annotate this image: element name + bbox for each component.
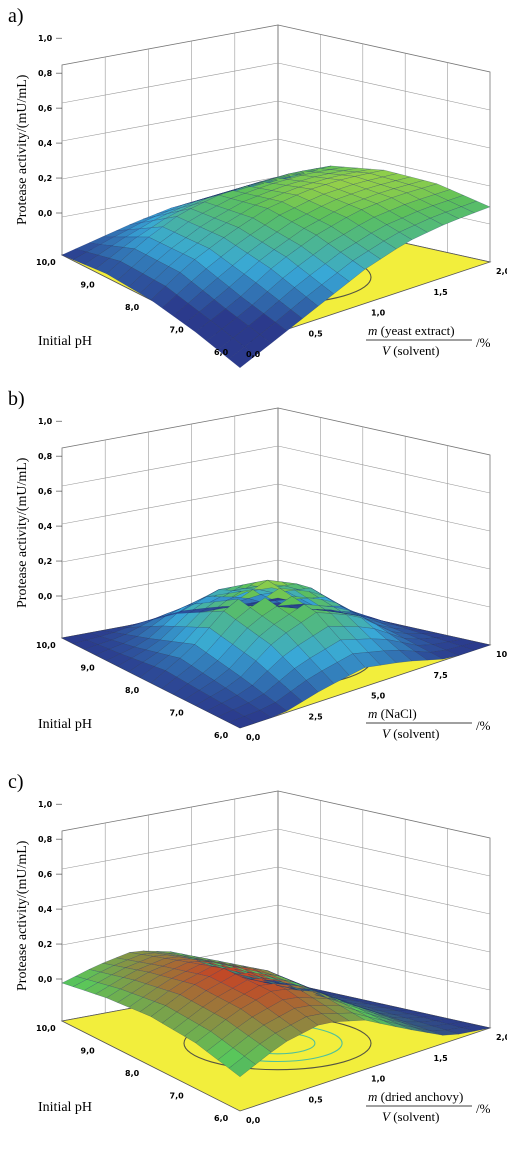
z-tick-label: 0,8 — [38, 452, 53, 461]
x-label-numerator: m (yeast extract) — [368, 323, 455, 338]
z-tick-label: 0,4 — [38, 522, 53, 531]
surface-plot-3: c) 1,0 0,8 0,6 0,4 0,2 0,0 Protease activity/(m… — [8, 771, 507, 1125]
surface-plot-1: a) 1,0 0,8 0,6 0,4 0,2 0,0 Protease activity/(m… — [8, 5, 507, 369]
z-tick-label: 0,0 — [38, 592, 53, 601]
x-label-denominator: V (solvent) — [382, 1109, 439, 1124]
z-tick-label: 0,0 — [38, 209, 53, 218]
x-label-unit: /% — [476, 718, 491, 733]
x-label-unit: /% — [476, 335, 491, 350]
ph-tick-label: 7,0 — [170, 326, 185, 335]
z-tick-label: 1,0 — [38, 34, 53, 43]
ph-axis-label: Initial pH — [38, 717, 92, 732]
x-tick-label: 1,0 — [371, 309, 386, 318]
x-tick-label: 0,5 — [309, 329, 324, 338]
surface-cell — [228, 1055, 256, 1078]
ph-axis-label: Initial pH — [38, 1100, 92, 1115]
response-surface — [61, 579, 491, 729]
surface-plot-2: b) 1,0 0,8 0,6 0,4 0,2 0,0 Protease activity/(m… — [8, 388, 507, 742]
ph-tick-label: 6,0 — [214, 731, 229, 740]
ph-tick-label: 9,0 — [81, 1047, 96, 1056]
x-label-denominator: V (solvent) — [382, 726, 439, 741]
x-tick-label: 1,5 — [434, 288, 449, 297]
ph-tick-label: 10,0 — [36, 1024, 56, 1033]
surface-cell — [228, 716, 257, 729]
response-surface — [61, 165, 491, 369]
ph-tick-label: 10,0 — [36, 641, 56, 650]
x-label-numerator: m (NaCl) — [368, 706, 417, 721]
z-tick-label: 0,8 — [38, 835, 53, 844]
panel-label: b) — [8, 388, 25, 410]
x-tick-label: 1,0 — [371, 1075, 386, 1084]
panel-label: c) — [8, 771, 24, 793]
x-tick-label: 2,0 — [496, 267, 507, 276]
x-tick-label: 10,0 — [496, 650, 507, 659]
x-label-denominator: V (solvent) — [382, 343, 439, 358]
z-tick-label: 0,2 — [38, 940, 52, 949]
z-tick-label: 0,6 — [38, 487, 53, 496]
x-tick-label: 7,5 — [434, 671, 449, 680]
z-tick-label: 0,0 — [38, 975, 53, 984]
z-tick-label: 0,6 — [38, 870, 53, 879]
z-axis-label: Protease activity/(mU/mL) — [15, 74, 30, 225]
x-tick-label: 5,0 — [371, 692, 386, 701]
z-axis-label: Protease activity/(mU/mL) — [15, 840, 30, 991]
z-tick-label: 0,4 — [38, 139, 53, 148]
ph-tick-label: 6,0 — [214, 1114, 229, 1123]
ph-tick-label: 8,0 — [125, 1069, 140, 1078]
surface-cell — [228, 346, 256, 369]
ph-tick-label: 9,0 — [81, 664, 96, 673]
surface-cell — [430, 1029, 459, 1036]
x-tick-label: 0,5 — [309, 1095, 324, 1104]
z-axis-label: Protease activity/(mU/mL) — [15, 457, 30, 608]
x-tick-label: 0,0 — [246, 1116, 261, 1125]
x-tick-label: 1,5 — [434, 1054, 449, 1063]
x-label-numerator: m (dried anchovy) — [368, 1089, 463, 1104]
z-tick-label: 0,8 — [38, 69, 53, 78]
z-tick-label: 1,0 — [38, 800, 53, 809]
response-surface — [61, 950, 491, 1078]
x-tick-label: 0,0 — [246, 350, 261, 359]
ph-tick-label: 8,0 — [125, 303, 140, 312]
z-tick-label: 0,2 — [38, 174, 52, 183]
panel-label: a) — [8, 5, 24, 27]
x-tick-label: 0,0 — [246, 733, 261, 742]
ph-tick-label: 7,0 — [170, 1092, 185, 1101]
z-tick-label: 1,0 — [38, 417, 53, 426]
ph-axis-label: Initial pH — [38, 334, 92, 349]
ph-tick-label: 10,0 — [36, 258, 56, 267]
ph-tick-label: 7,0 — [170, 709, 185, 718]
ph-tick-label: 9,0 — [81, 281, 96, 290]
x-tick-label: 2,0 — [496, 1033, 507, 1042]
z-tick-label: 0,2 — [38, 557, 52, 566]
ph-tick-label: 6,0 — [214, 348, 229, 357]
x-label-unit: /% — [476, 1101, 491, 1116]
surface-cell — [414, 650, 444, 661]
z-tick-label: 0,6 — [38, 104, 53, 113]
x-tick-label: 2,5 — [309, 712, 324, 721]
ph-tick-label: 8,0 — [125, 686, 140, 695]
z-tick-label: 0,4 — [38, 905, 53, 914]
axis-box — [61, 790, 491, 1029]
